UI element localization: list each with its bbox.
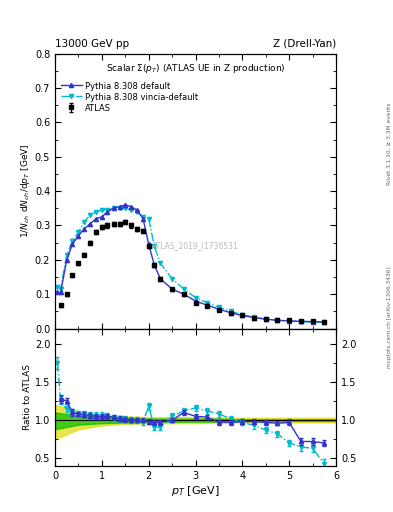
Pythia 8.308 default <box>105 209 110 215</box>
Pythia 8.308 vincia-default <box>146 216 151 222</box>
Pythia 8.308 default <box>310 318 315 325</box>
Text: Rivet 3.1.10, ≥ 3.3M events: Rivet 3.1.10, ≥ 3.3M events <box>387 102 391 185</box>
Pythia 8.308 default <box>111 205 116 211</box>
Pythia 8.308 default <box>135 207 140 213</box>
Pythia 8.308 vincia-default <box>299 318 303 325</box>
Pythia 8.308 default <box>70 241 75 247</box>
Pythia 8.308 vincia-default <box>88 212 92 218</box>
Pythia 8.308 default <box>94 216 99 222</box>
Pythia 8.308 vincia-default <box>240 312 245 318</box>
Pythia 8.308 vincia-default <box>64 251 69 258</box>
Pythia 8.308 default <box>228 310 233 316</box>
Pythia 8.308 default <box>64 257 69 263</box>
Y-axis label: 1/$N_{ch}$ d$N_{ch}$/d$p_T$ [GeV]: 1/$N_{ch}$ d$N_{ch}$/d$p_T$ [GeV] <box>19 144 32 239</box>
Pythia 8.308 vincia-default <box>263 316 268 322</box>
Pythia 8.308 default <box>158 275 163 282</box>
Pythia 8.308 default <box>99 214 104 220</box>
Pythia 8.308 vincia-default <box>252 314 256 321</box>
Pythia 8.308 vincia-default <box>70 238 75 244</box>
Text: Scalar $\Sigma(p_T)$ (ATLAS UE in Z production): Scalar $\Sigma(p_T)$ (ATLAS UE in Z prod… <box>106 62 285 75</box>
Pythia 8.308 default <box>58 289 63 295</box>
Pythia 8.308 vincia-default <box>58 286 63 292</box>
Pythia 8.308 default <box>193 298 198 304</box>
Pythia 8.308 vincia-default <box>76 229 81 236</box>
Pythia 8.308 default <box>205 302 209 308</box>
Pythia 8.308 vincia-default <box>158 260 163 266</box>
Text: ATLAS_2019_I1736531: ATLAS_2019_I1736531 <box>152 242 239 250</box>
Pythia 8.308 default <box>117 204 122 210</box>
Pythia 8.308 default <box>123 202 128 208</box>
Pythia 8.308 default <box>322 319 327 325</box>
Pythia 8.308 vincia-default <box>287 318 292 324</box>
Pythia 8.308 vincia-default <box>141 214 145 220</box>
Pythia 8.308 vincia-default <box>117 205 122 211</box>
Pythia 8.308 vincia-default <box>123 205 128 211</box>
Pythia 8.308 default <box>287 318 292 324</box>
Pythia 8.308 vincia-default <box>228 308 233 314</box>
Pythia 8.308 vincia-default <box>170 275 174 282</box>
Pythia 8.308 vincia-default <box>111 205 116 211</box>
Text: Z (Drell-Yan): Z (Drell-Yan) <box>273 38 336 49</box>
Pythia 8.308 vincia-default <box>182 286 186 292</box>
Y-axis label: Ratio to ATLAS: Ratio to ATLAS <box>23 364 32 430</box>
Pythia 8.308 vincia-default <box>152 243 157 249</box>
Pythia 8.308 vincia-default <box>94 209 99 215</box>
Pythia 8.308 default <box>240 312 245 318</box>
Pythia 8.308 vincia-default <box>275 317 280 324</box>
Pythia 8.308 vincia-default <box>205 300 209 306</box>
Pythia 8.308 vincia-default <box>310 319 315 325</box>
Pythia 8.308 default <box>182 291 186 297</box>
Pythia 8.308 default <box>82 226 86 232</box>
Pythia 8.308 vincia-default <box>105 207 110 213</box>
Pythia 8.308 vincia-default <box>322 319 327 326</box>
Pythia 8.308 default <box>263 316 268 323</box>
Text: 13000 GeV pp: 13000 GeV pp <box>55 38 129 49</box>
Pythia 8.308 default <box>170 286 174 292</box>
Line: Pythia 8.308 default: Pythia 8.308 default <box>55 203 327 324</box>
Pythia 8.308 default <box>146 241 151 247</box>
Legend: Pythia 8.308 default, Pythia 8.308 vincia-default, ATLAS: Pythia 8.308 default, Pythia 8.308 vinci… <box>59 80 200 114</box>
Pythia 8.308 default <box>299 318 303 325</box>
Pythia 8.308 default <box>141 216 145 222</box>
Pythia 8.308 vincia-default <box>135 209 140 215</box>
Pythia 8.308 vincia-default <box>193 294 198 301</box>
Pythia 8.308 vincia-default <box>82 219 86 225</box>
Pythia 8.308 default <box>217 306 221 312</box>
Pythia 8.308 default <box>129 204 133 210</box>
Pythia 8.308 vincia-default <box>99 207 104 213</box>
Pythia 8.308 default <box>152 262 157 268</box>
Pythia 8.308 default <box>76 233 81 239</box>
X-axis label: $p_T$ [GeV]: $p_T$ [GeV] <box>171 483 220 498</box>
Pythia 8.308 vincia-default <box>217 304 221 310</box>
Pythia 8.308 default <box>55 289 60 295</box>
Pythia 8.308 vincia-default <box>129 207 133 213</box>
Pythia 8.308 default <box>88 221 92 227</box>
Pythia 8.308 vincia-default <box>55 284 60 290</box>
Line: Pythia 8.308 vincia-default: Pythia 8.308 vincia-default <box>55 206 327 325</box>
Text: mcplots.cern.ch [arXiv:1306.3436]: mcplots.cern.ch [arXiv:1306.3436] <box>387 267 391 368</box>
Pythia 8.308 default <box>275 317 280 324</box>
Pythia 8.308 default <box>252 314 256 321</box>
